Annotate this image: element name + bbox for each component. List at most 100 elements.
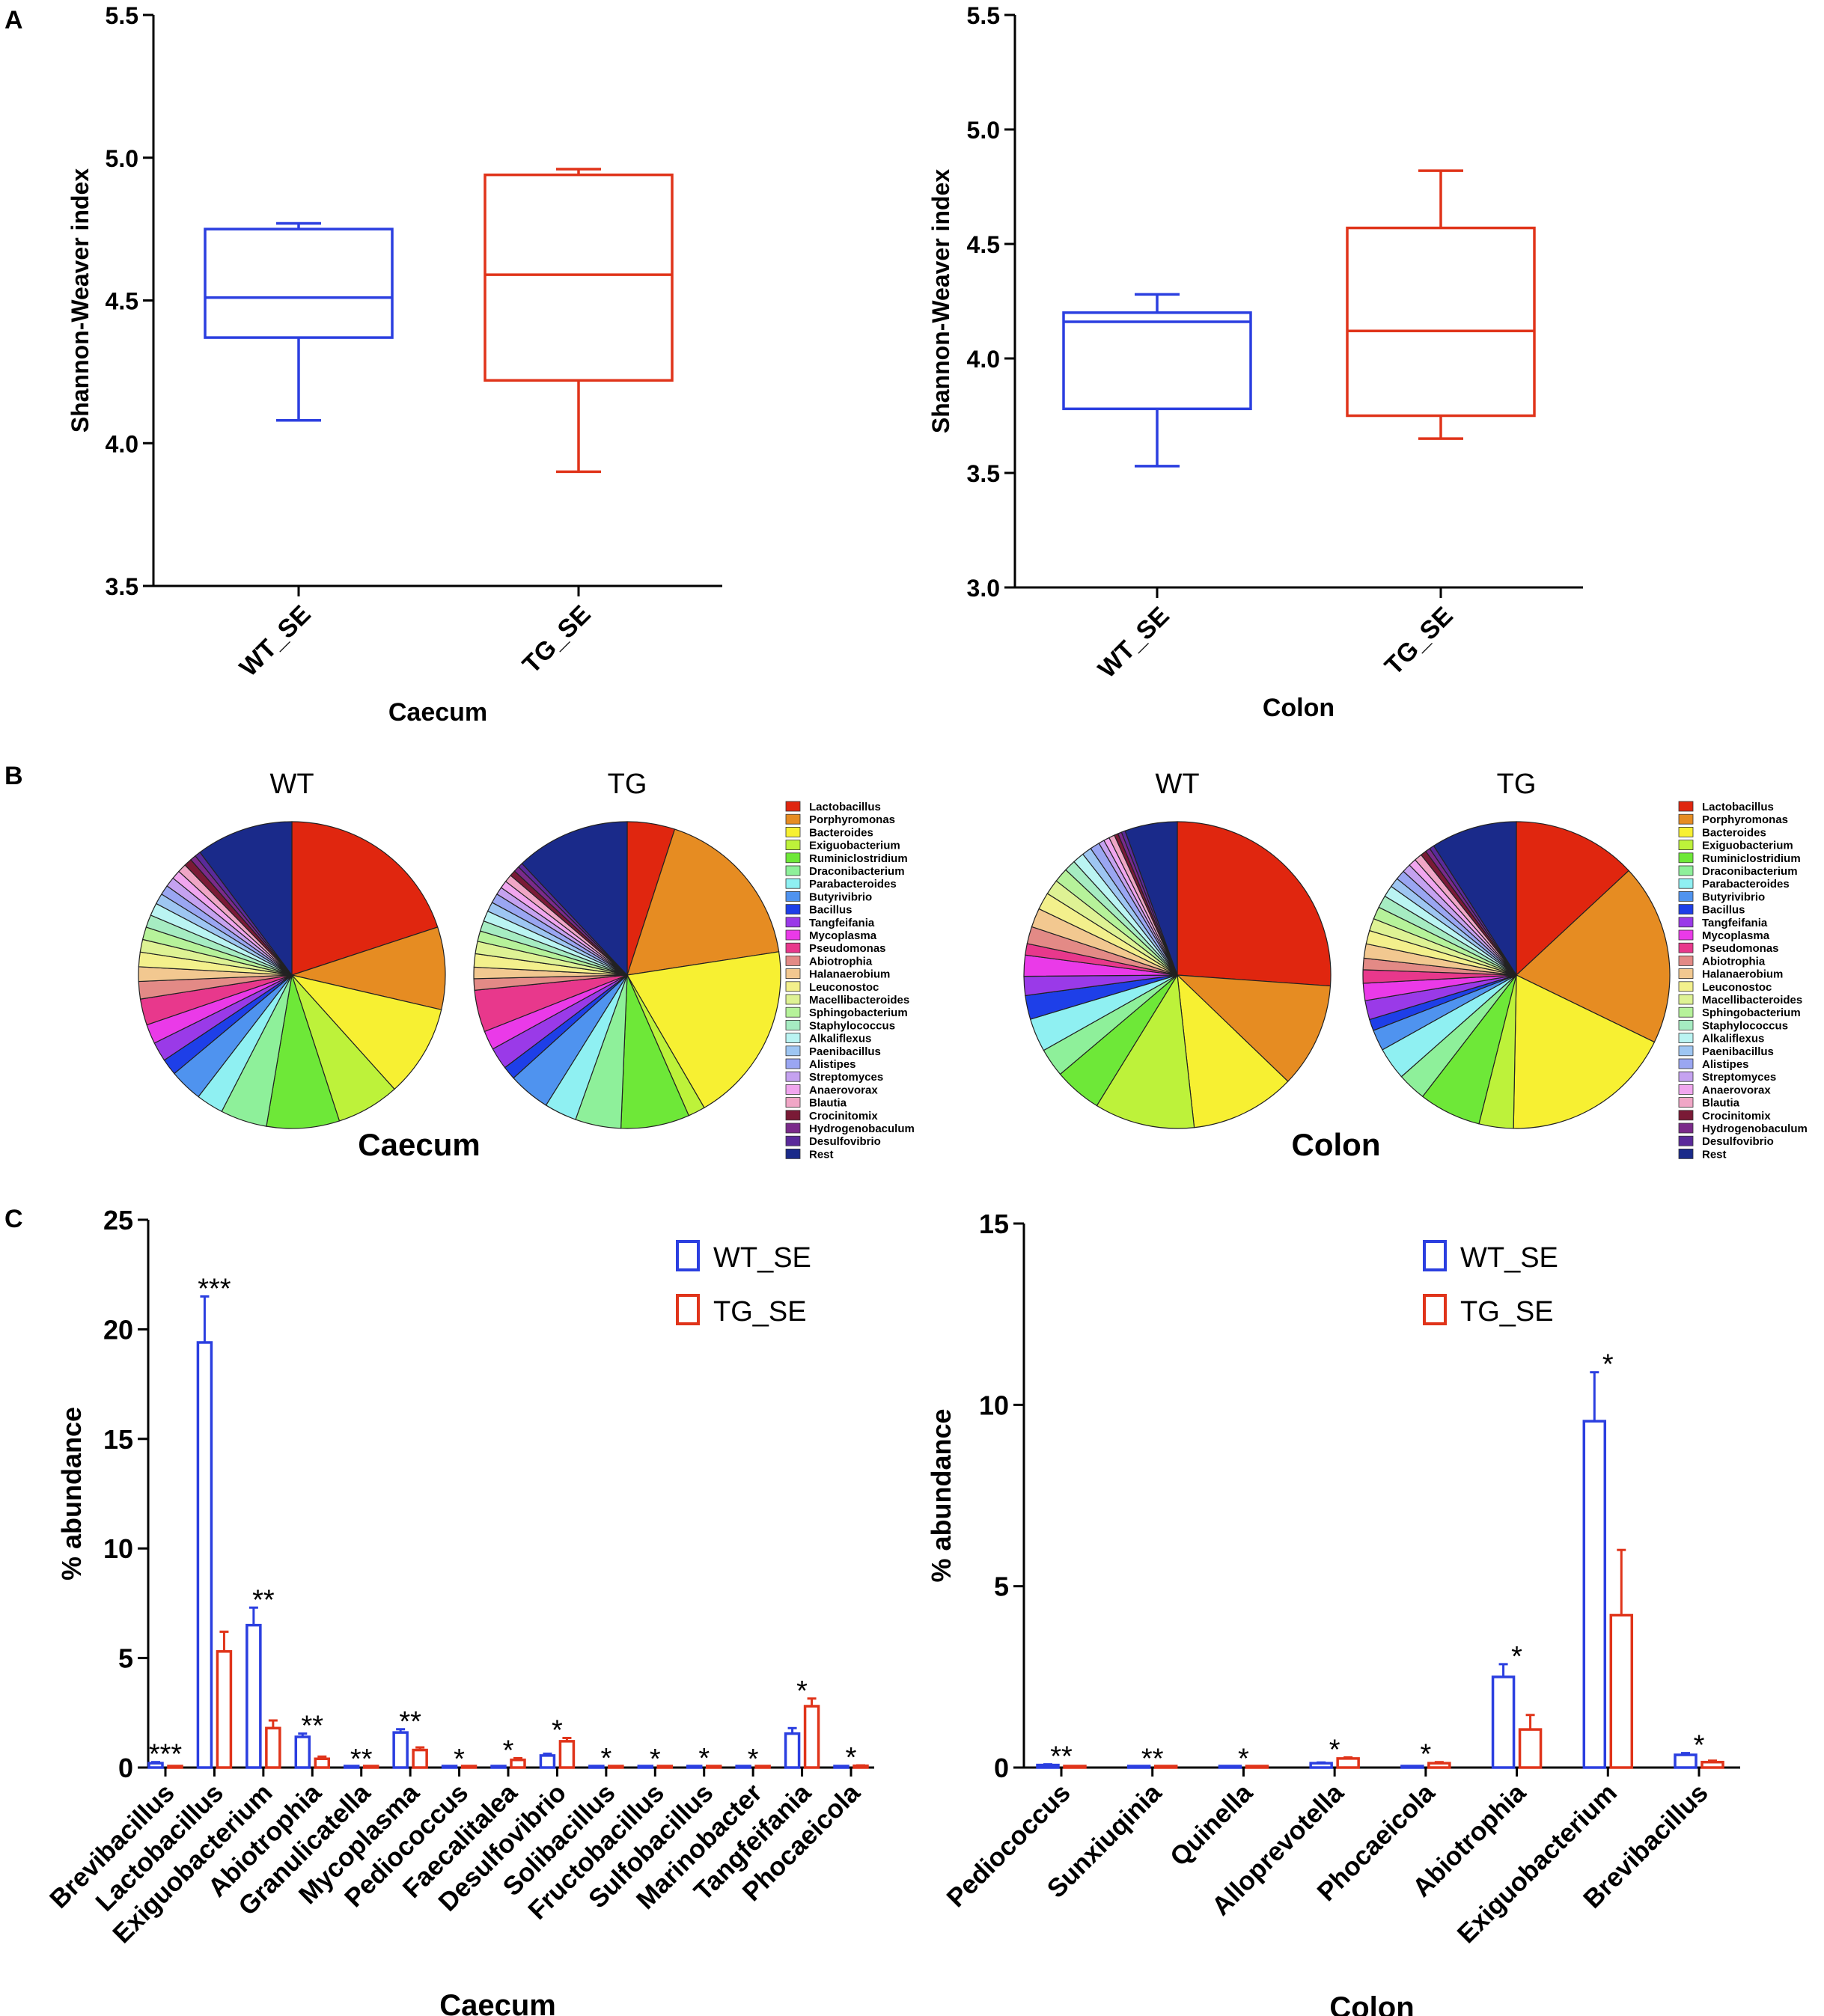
bar <box>196 1341 213 1769</box>
legend-label: Butyrivibrio <box>1702 891 1765 903</box>
legend-swatch <box>1678 904 1694 914</box>
bar <box>803 1705 820 1769</box>
legend-label: Blautia <box>1702 1097 1740 1110</box>
x-tick-label: Quinella <box>1165 1778 1259 1872</box>
legend-swatch <box>785 827 801 837</box>
y-tick-label: 4.0 <box>967 346 1000 373</box>
box <box>484 173 674 382</box>
legend-swatch <box>1678 1058 1694 1069</box>
panel-label-a: A <box>4 6 23 34</box>
legend-label: Bacillus <box>1702 904 1745 917</box>
legend-swatch <box>785 840 801 850</box>
bar <box>784 1732 801 1769</box>
legend-label: WT_SE <box>713 1242 811 1274</box>
pie-slice <box>626 828 780 976</box>
legend-label: Macellibacteroides <box>1702 994 1802 1007</box>
y-axis-title: % abundance <box>926 1408 957 1582</box>
y-tick-label: 15 <box>979 1209 1009 1239</box>
bar <box>1427 1762 1451 1769</box>
bar <box>1609 1613 1634 1769</box>
legend-swatch <box>785 813 801 825</box>
significance-label: ** <box>399 1706 421 1738</box>
legend-label: Porphyromonas <box>1702 813 1788 826</box>
significance-label: ** <box>301 1711 323 1742</box>
legend-swatch <box>1423 1294 1447 1325</box>
legend-label: Leuconostoc <box>809 981 879 994</box>
legend-label: Draconibacterium <box>809 865 905 878</box>
legend-swatch <box>1678 929 1694 941</box>
pie-slice <box>1177 974 1289 1128</box>
y-tick-label: 25 <box>103 1205 133 1235</box>
legend-label: Halanaerobium <box>809 968 890 981</box>
bar <box>216 1650 233 1769</box>
y-tick-label: 5 <box>118 1643 133 1674</box>
legend-swatch <box>1678 1045 1694 1057</box>
bar <box>1582 1420 1607 1769</box>
y-tick-label: 4.0 <box>106 430 138 457</box>
legend-label: Bacteroides <box>1702 826 1766 839</box>
legend-label: Desulfovibrio <box>1702 1135 1774 1148</box>
legend-label: Rest <box>1702 1148 1727 1161</box>
legend-swatch <box>785 917 801 928</box>
legend-label: Staphylococcus <box>1702 1019 1788 1032</box>
legend-label: Butyrivibrio <box>809 891 872 903</box>
legend-label: Exiguobacterium <box>1702 840 1793 852</box>
legend-swatch <box>1678 1071 1694 1082</box>
legend-label: Tangfeifania <box>809 917 875 929</box>
legend-label: WT_SE <box>1460 1242 1558 1274</box>
legend-swatch <box>676 1240 700 1271</box>
panel-label-b: B <box>4 762 23 790</box>
bar <box>1518 1728 1543 1769</box>
legend-swatch <box>785 968 801 979</box>
legend-label: Mycoplasma <box>809 929 877 942</box>
legend-swatch <box>1678 1097 1694 1108</box>
site-label-caecum: Caecum <box>358 1127 480 1162</box>
bar <box>314 1757 331 1769</box>
legend-label: Anaerovorax <box>809 1084 878 1096</box>
legend-label: Parabacteroides <box>809 878 897 891</box>
legend-label: Sphingobacterium <box>809 1007 908 1019</box>
bar <box>1701 1760 1724 1769</box>
significance-label: *** <box>198 1273 231 1304</box>
legend-label: Pseudomonas <box>809 942 886 955</box>
pie-slice <box>1177 821 1332 987</box>
legend-label: Exiguobacterium <box>809 840 900 852</box>
legend-swatch <box>785 1110 801 1121</box>
y-tick-label: 5.5 <box>967 2 1000 29</box>
legend-swatch <box>785 981 801 992</box>
significance-label: * <box>698 1743 710 1774</box>
box <box>1346 226 1536 418</box>
legend-swatch <box>1678 981 1694 992</box>
pie-slice <box>1096 974 1195 1129</box>
legend-swatch <box>785 1071 801 1082</box>
pie-slice <box>1516 821 1629 977</box>
legend-swatch <box>785 1033 801 1043</box>
y-tick-label: 10 <box>979 1390 1009 1420</box>
pie-title: WT <box>1155 769 1199 800</box>
bar <box>539 1754 556 1769</box>
y-tick-label: 15 <box>103 1424 133 1455</box>
x-tick-label: WT_SE <box>234 600 317 682</box>
legend-label: Crocinitomix <box>809 1110 878 1122</box>
legend-label: Crocinitomix <box>1702 1110 1771 1122</box>
significance-label: * <box>796 1676 808 1707</box>
legend-swatch <box>1678 942 1694 953</box>
legend-swatch <box>1678 994 1694 1005</box>
box <box>204 227 394 339</box>
legend-swatch <box>785 929 801 941</box>
pie-slice <box>199 821 293 977</box>
bar <box>245 1623 262 1769</box>
legend-swatch <box>1678 878 1694 889</box>
pie-slice <box>266 974 341 1129</box>
legend-swatch <box>1678 1020 1694 1030</box>
pie-title: TG <box>1497 769 1537 800</box>
bar <box>265 1726 281 1769</box>
pie-slice <box>291 821 439 976</box>
legend-label: Mycoplasma <box>1702 929 1770 942</box>
y-tick-label: 3.5 <box>106 573 138 600</box>
legend-swatch <box>785 1084 801 1095</box>
significance-label: * <box>1329 1734 1340 1765</box>
legend-swatch <box>785 1122 801 1134</box>
pie-slice <box>1513 974 1656 1129</box>
